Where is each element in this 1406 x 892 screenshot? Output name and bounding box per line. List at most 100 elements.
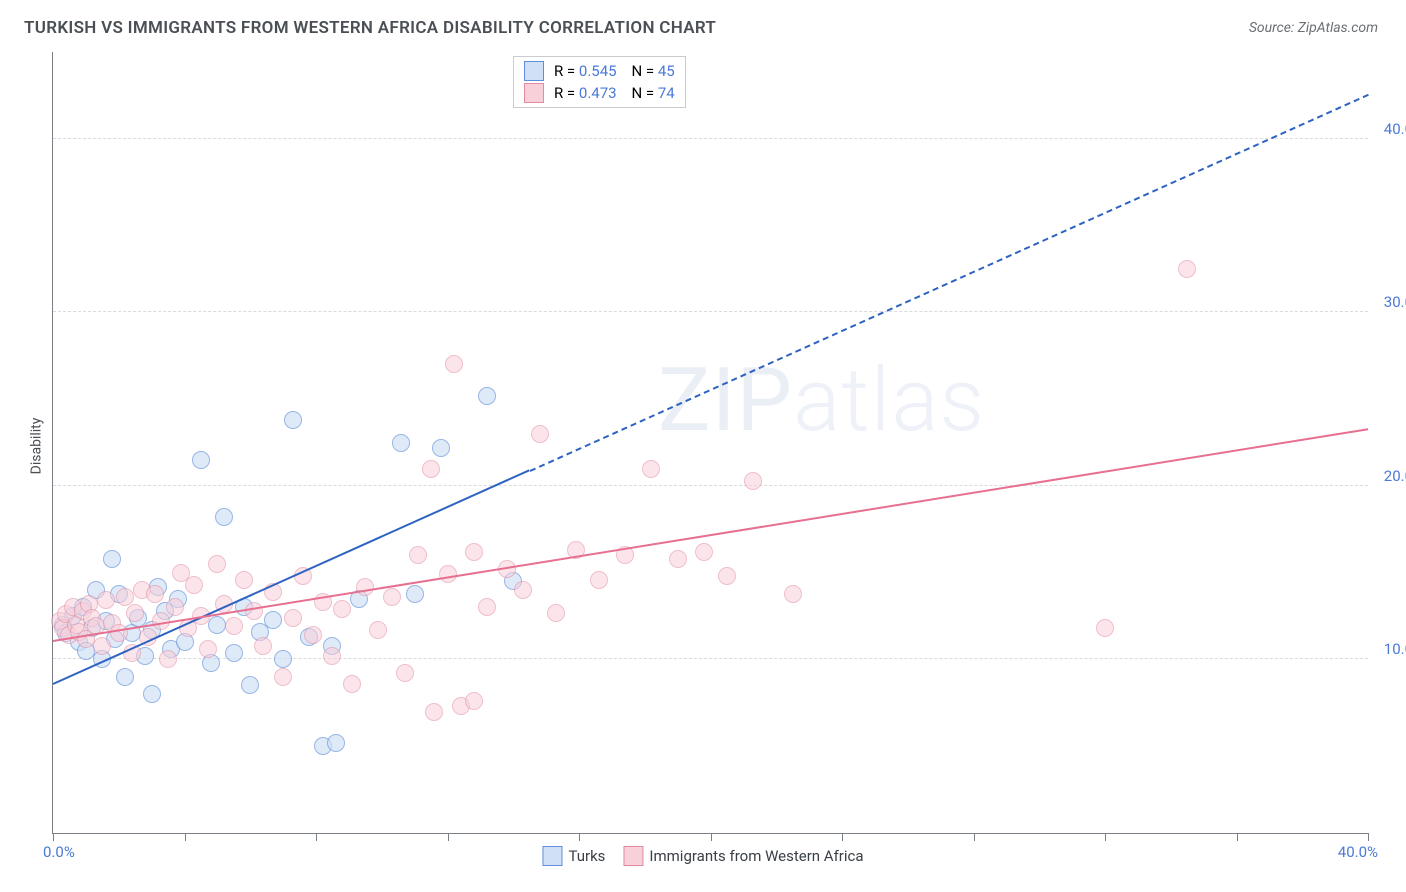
x-tick <box>711 833 712 841</box>
chart-title: TURKISH VS IMMIGRANTS FROM WESTERN AFRIC… <box>24 18 716 38</box>
x-axis-min-label: 0.0% <box>43 843 75 861</box>
x-tick <box>842 833 843 841</box>
scatter-point-turks <box>264 611 282 629</box>
scatter-point-wafrica <box>422 460 440 478</box>
scatter-point-wafrica <box>369 621 387 639</box>
scatter-point-wafrica <box>356 578 374 596</box>
scatter-point-wafrica <box>514 581 532 599</box>
scatter-point-wafrica <box>784 585 802 603</box>
scatter-point-wafrica <box>396 664 414 682</box>
scatter-point-wafrica <box>744 472 762 490</box>
scatter-point-wafrica <box>245 602 263 620</box>
x-tick <box>448 833 449 841</box>
legend-item: Immigrants from Western Africa <box>623 846 863 866</box>
scatter-point-turks <box>103 550 121 568</box>
scatter-point-wafrica <box>718 567 736 585</box>
x-tick <box>53 833 54 841</box>
y-axis-label: Disability <box>28 418 44 475</box>
scatter-point-wafrica <box>333 600 351 618</box>
y-tick-label: 10.0% <box>1384 640 1406 658</box>
scatter-point-wafrica <box>425 703 443 721</box>
legend-label: Immigrants from Western Africa <box>649 847 863 865</box>
trend-line <box>53 470 530 686</box>
watermark: ZIPatlas <box>658 349 985 452</box>
trend-line <box>529 93 1368 471</box>
scatter-point-turks <box>274 650 292 668</box>
scatter-point-turks <box>192 451 210 469</box>
y-tick-label: 30.0% <box>1384 293 1406 311</box>
scatter-point-wafrica <box>465 692 483 710</box>
scatter-point-turks <box>215 508 233 526</box>
x-axis-max-label: 40.0% <box>1338 843 1378 861</box>
scatter-point-wafrica <box>383 588 401 606</box>
legend-stats-text: R = 0.473 N = 74 <box>550 84 674 102</box>
x-tick <box>185 833 186 841</box>
scatter-point-turks <box>116 668 134 686</box>
scatter-point-wafrica <box>465 543 483 561</box>
x-tick <box>316 833 317 841</box>
scatter-point-wafrica <box>669 550 687 568</box>
legend-stats-text: R = 0.545 N = 45 <box>550 62 674 80</box>
scatter-point-wafrica <box>1178 260 1196 278</box>
scatter-point-wafrica <box>126 604 144 622</box>
x-tick <box>579 833 580 841</box>
scatter-point-turks <box>478 387 496 405</box>
x-tick <box>1368 833 1369 841</box>
scatter-point-wafrica <box>199 640 217 658</box>
scatter-point-turks <box>143 685 161 703</box>
legend-swatch <box>524 83 544 103</box>
gridline <box>53 658 1368 659</box>
scatter-point-wafrica <box>284 609 302 627</box>
scatter-point-wafrica <box>146 585 164 603</box>
scatter-point-turks <box>241 676 259 694</box>
scatter-point-wafrica <box>547 604 565 622</box>
scatter-point-wafrica <box>642 460 660 478</box>
scatter-point-wafrica <box>235 571 253 589</box>
source-label: Source: ZipAtlas.com <box>1249 20 1378 36</box>
scatter-point-turks <box>392 434 410 452</box>
scatter-point-turks <box>284 411 302 429</box>
gridline <box>53 138 1368 139</box>
legend-swatch <box>623 846 643 866</box>
scatter-point-wafrica <box>97 591 115 609</box>
scatter-point-turks <box>432 439 450 457</box>
trend-line <box>53 428 1368 642</box>
scatter-point-wafrica <box>225 617 243 635</box>
scatter-plot: ZIPatlas 10.0%20.0%30.0%40.0%0.0%40.0% R… <box>52 52 1368 834</box>
scatter-point-wafrica <box>323 647 341 665</box>
legend-stats-row: R = 0.545 N = 45 <box>524 61 674 81</box>
scatter-point-wafrica <box>208 555 226 573</box>
scatter-point-turks <box>406 585 424 603</box>
x-tick <box>1105 833 1106 841</box>
legend-swatch <box>524 61 544 81</box>
scatter-point-wafrica <box>304 626 322 644</box>
scatter-point-wafrica <box>274 668 292 686</box>
scatter-point-wafrica <box>185 576 203 594</box>
scatter-point-wafrica <box>445 355 463 373</box>
scatter-point-wafrica <box>343 675 361 693</box>
legend-bottom: Turks Immigrants from Western Africa <box>542 846 863 866</box>
scatter-point-wafrica <box>695 543 713 561</box>
gridline <box>53 311 1368 312</box>
y-tick-label: 40.0% <box>1384 120 1406 138</box>
scatter-point-wafrica <box>478 598 496 616</box>
scatter-point-wafrica <box>409 546 427 564</box>
scatter-point-wafrica <box>254 637 272 655</box>
scatter-point-wafrica <box>531 425 549 443</box>
scatter-point-wafrica <box>166 598 184 616</box>
y-tick-label: 20.0% <box>1384 467 1406 485</box>
legend-stats-row: R = 0.473 N = 74 <box>524 83 674 103</box>
legend-stats: R = 0.545 N = 45 R = 0.473 N = 74 <box>513 56 685 108</box>
scatter-point-turks <box>225 644 243 662</box>
legend-item: Turks <box>542 846 605 866</box>
x-tick <box>1237 833 1238 841</box>
scatter-point-wafrica <box>159 650 177 668</box>
x-tick <box>974 833 975 841</box>
gridline <box>53 485 1368 486</box>
scatter-point-wafrica <box>1096 619 1114 637</box>
scatter-point-turks <box>208 616 226 634</box>
scatter-point-turks <box>327 734 345 752</box>
scatter-point-wafrica <box>590 571 608 589</box>
legend-label: Turks <box>568 847 605 865</box>
scatter-point-wafrica <box>93 637 111 655</box>
